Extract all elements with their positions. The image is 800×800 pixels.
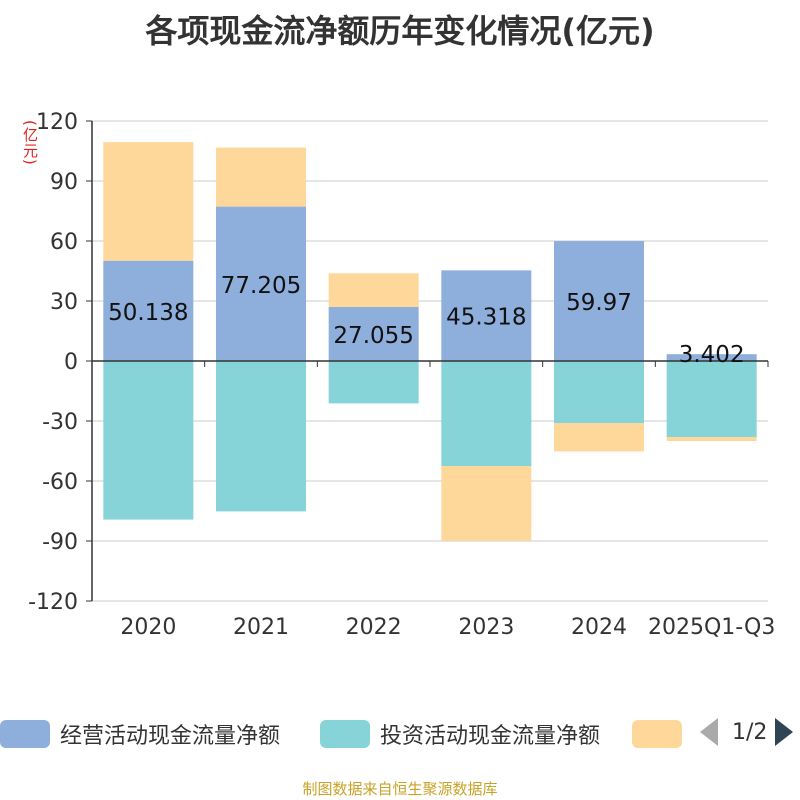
y-tick-label: -120 (28, 590, 78, 615)
x-tick-label: 2024 (571, 615, 627, 640)
y-tick-label: 0 (64, 350, 78, 375)
pager-page-text: 1/2 (732, 719, 768, 745)
x-tick-label: 2025Q1-Q3 (648, 615, 775, 640)
data-label: 59.97 (566, 290, 632, 316)
y-tick-label: -60 (42, 470, 78, 495)
data-label: 3.402 (679, 342, 745, 368)
bar-series0-2021 (216, 206, 306, 361)
data-label: 50.138 (108, 300, 188, 326)
chart-plot: 120 90 60 30 0 -30 -60 -90 -120 2020 2021 2022 2023 2… (28, 110, 775, 640)
x-tick-label: 2023 (458, 615, 514, 640)
bar-series1-2021 (216, 361, 306, 512)
y-tick-label: -90 (42, 530, 78, 555)
legend-pager: 1/2 (700, 718, 794, 746)
bar-series1-2022 (328, 361, 419, 404)
legend: 经营活动现金流量净额 投资活动现金流量净额 (0, 716, 800, 752)
legend-label-operating: 经营活动现金流量净额 (60, 724, 281, 749)
data-label: 77.205 (221, 273, 301, 299)
legend-swatch-financing (632, 720, 682, 748)
y-tick-label: 60 (50, 230, 78, 255)
y-axis-unit: (亿元) (21, 120, 39, 166)
y-tick-label: 120 (36, 110, 78, 135)
bar-series2-2024 (554, 423, 644, 452)
pager-next-icon[interactable] (775, 718, 794, 746)
bar-series2-2020 (103, 142, 194, 261)
bar-series1-2024 (554, 361, 644, 423)
legend-swatch-investing (320, 720, 370, 748)
data-label: 45.318 (446, 305, 526, 331)
x-tick-label: 2021 (233, 615, 289, 640)
pager-prev-icon[interactable] (700, 718, 718, 746)
bar-series0-2024 (554, 241, 644, 361)
bar-series0-2025Q1-Q3 (666, 354, 757, 361)
bar-series0-2023 (441, 270, 532, 361)
bar-series2-2022 (328, 273, 419, 307)
bar-series1-2023 (441, 361, 532, 466)
x-tick-label: 2022 (346, 615, 402, 640)
bar-series2-2023 (441, 466, 532, 541)
bar-series2-2021 (216, 147, 306, 207)
legend-label-investing: 投资活动现金流量净额 (380, 724, 601, 749)
bar-series0-2020 (103, 260, 194, 361)
bar-series0-2022 (328, 306, 419, 361)
x-tick-label: 2020 (120, 615, 176, 640)
legend-swatch-operating (0, 720, 50, 748)
legend-item-investing[interactable]: 投资活动现金流量净额 (320, 716, 600, 752)
data-source-note: 制图数据来自恒生聚源数据库 (302, 780, 498, 798)
bar-series1-2020 (103, 361, 194, 520)
y-tick-label: 90 (50, 170, 78, 195)
legend-item-operating[interactable]: 经营活动现金流量净额 (0, 716, 280, 752)
bar-series1-2025Q1-Q3 (666, 361, 757, 437)
chart-title: 各项现金流净额历年变化情况(亿元) (145, 12, 655, 50)
y-tick-label: 30 (50, 290, 78, 315)
bar-series2-2025Q1-Q3 (666, 437, 757, 441)
legend-item-financing[interactable] (632, 716, 682, 752)
data-label: 27.055 (333, 323, 413, 349)
y-tick-label: -30 (42, 410, 78, 435)
